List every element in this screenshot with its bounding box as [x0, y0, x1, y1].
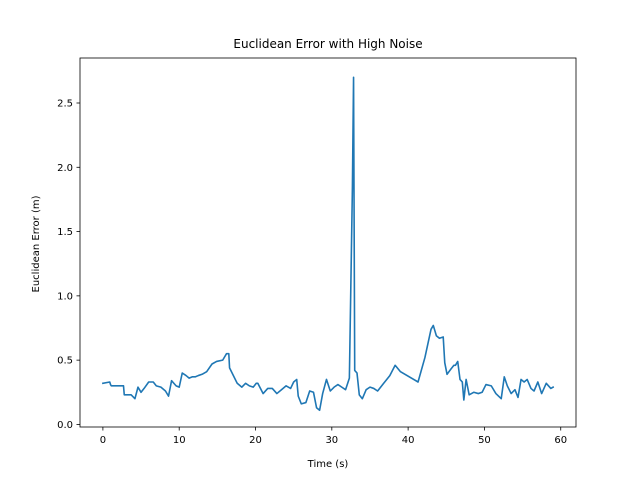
y-axis-title: Euclidean Error (m): [31, 195, 42, 292]
x-tick-label: 50: [478, 435, 491, 446]
x-tick-label: 20: [249, 435, 262, 446]
x-tick-label: 30: [325, 435, 338, 446]
axes-frame: [79, 57, 577, 428]
chart-title: Euclidean Error with High Noise: [233, 37, 422, 51]
x-tick-label: 60: [554, 435, 567, 446]
x-tick-label: 10: [173, 435, 186, 446]
plot-area: 0 10 20 30 40 50 60 0.0 0.5 1.0 1.5 2.0 2.5: [57, 57, 577, 446]
x-tick-label: 40: [402, 435, 415, 446]
x-tick-label: 0: [100, 435, 106, 446]
y-tick-label: 2.0: [57, 163, 73, 174]
y-tick-label: 2.5: [57, 99, 73, 110]
y-tick-label: 0.5: [57, 356, 73, 367]
y-tick-label: 1.0: [57, 291, 73, 302]
series-line-0: [101, 76, 555, 412]
y-tick-label: 1.5: [57, 227, 73, 238]
y-tick-label: 0.0: [57, 420, 73, 431]
x-axis-title: Time (s): [307, 459, 349, 470]
